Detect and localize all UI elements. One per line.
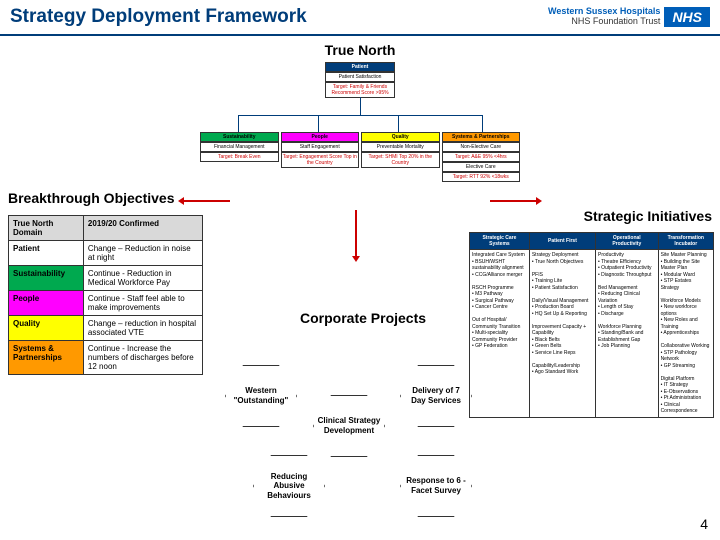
hex-7-day-services: Delivery of 7 Day Services [400, 365, 472, 427]
strategic-initiatives-table: Strategic Care SystemsPatient FirstOpera… [469, 232, 714, 418]
table-row: Sustainability [9, 266, 84, 291]
corporate-projects-header: Corporate Projects [300, 310, 426, 326]
table-row: Systems & Partnerships [9, 341, 84, 375]
arrow-right [490, 200, 540, 202]
breakthrough-objectives-header: Breakthrough Objectives [8, 190, 175, 206]
hex-western-outstanding: Western "Outstanding" [225, 365, 297, 427]
table-row: People [9, 291, 84, 316]
true-north-header: True North [0, 42, 720, 58]
page-number: 4 [700, 516, 708, 532]
hexagon-cluster: Western "Outstanding" Clinical Strategy … [215, 335, 495, 525]
nhs-badge: NHS [664, 7, 710, 27]
hex-clinical-strategy: Clinical Strategy Development [313, 395, 385, 457]
nhs-logo: Western Sussex Hospitals NHS Foundation … [548, 7, 710, 27]
table-row: Quality [9, 316, 84, 341]
hex-6-facet-survey: Response to 6 -Facet Survey [400, 455, 472, 517]
table-row: Patient [9, 241, 84, 266]
true-north-diagram: Patient Patient Satisfaction Target: Fam… [200, 62, 520, 182]
title-bar: Strategy Deployment Framework Western Su… [0, 0, 720, 36]
arrow-down [355, 210, 357, 260]
page-title: Strategy Deployment Framework [10, 6, 307, 28]
strategic-initiatives-header: Strategic Initiatives [584, 208, 712, 224]
arrow-left [180, 200, 230, 202]
hex-abusive-behaviours: Reducing Abusive Behaviours [253, 455, 325, 517]
breakthrough-objectives-table: True North Domain2019/20 Confirmed Patie… [8, 215, 203, 375]
